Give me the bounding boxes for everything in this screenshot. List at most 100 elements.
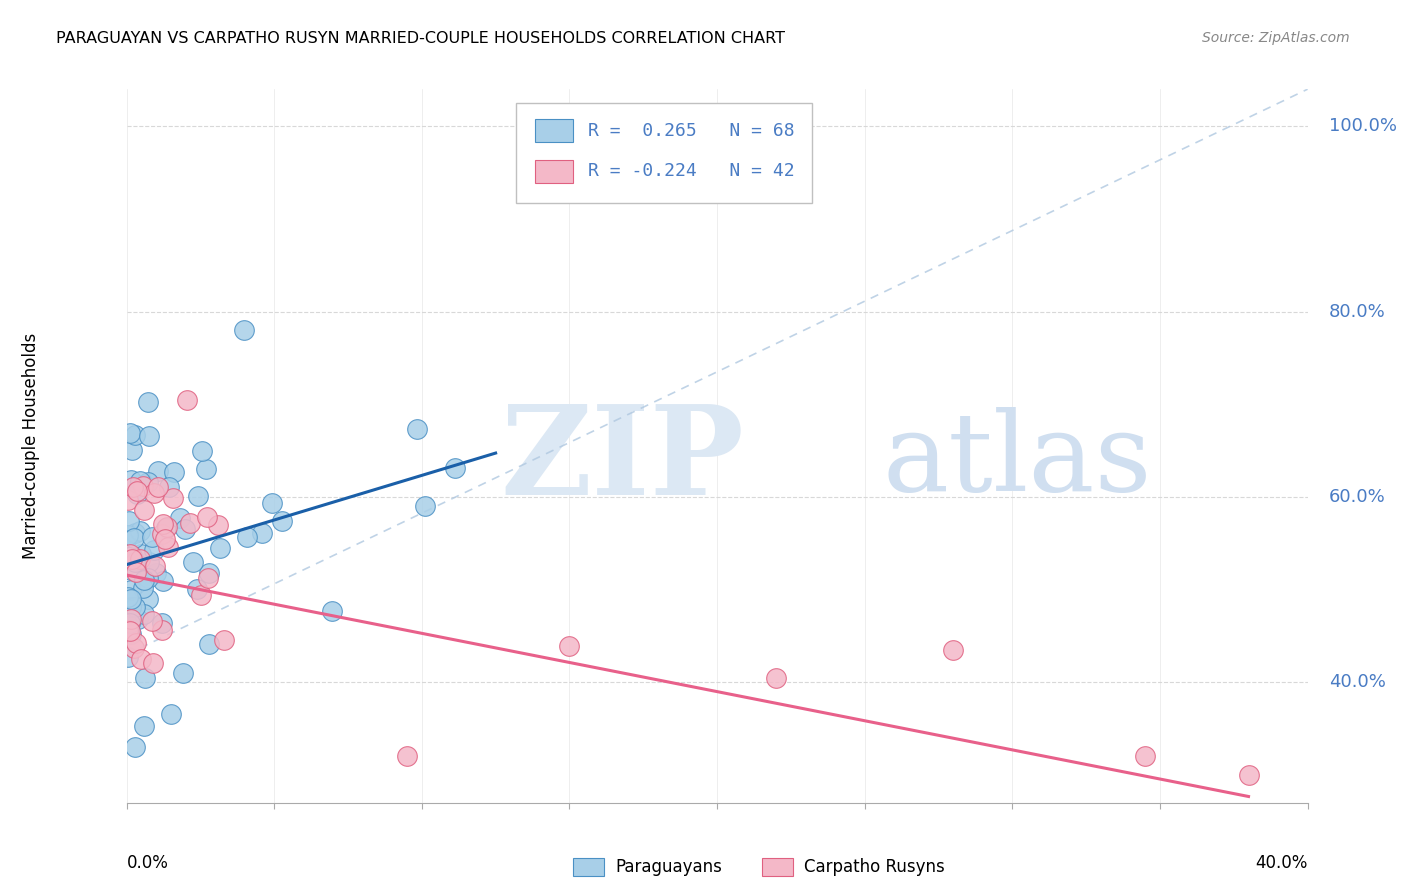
Text: Carpatho Rusyns: Carpatho Rusyns <box>804 858 945 876</box>
Point <box>198 566 221 580</box>
Point <box>413 499 436 513</box>
Point <box>120 599 142 614</box>
Point <box>153 532 176 546</box>
Text: 80.0%: 80.0% <box>1329 302 1385 320</box>
Point <box>145 566 167 580</box>
Point <box>444 460 467 475</box>
Point <box>162 491 184 505</box>
Point <box>765 671 787 685</box>
Text: PARAGUAYAN VS CARPATHO RUSYN MARRIED-COUPLE HOUSEHOLDS CORRELATION CHART: PARAGUAYAN VS CARPATHO RUSYN MARRIED-COU… <box>56 31 785 46</box>
Point <box>271 514 294 528</box>
Point <box>124 555 146 569</box>
Text: 60.0%: 60.0% <box>1329 488 1385 506</box>
Point <box>176 392 198 407</box>
Point <box>146 464 169 478</box>
Text: Married-couple Households: Married-couple Households <box>22 333 39 559</box>
Point <box>120 563 142 577</box>
Point <box>150 526 173 541</box>
Point <box>124 525 146 540</box>
Point <box>117 530 139 544</box>
Point <box>122 641 145 656</box>
Point <box>117 649 139 664</box>
Point <box>150 615 173 630</box>
Point <box>143 559 166 574</box>
Point <box>132 573 155 587</box>
FancyBboxPatch shape <box>762 858 793 876</box>
Point <box>159 706 181 721</box>
Text: ZIP: ZIP <box>501 400 744 521</box>
Point <box>1133 749 1156 764</box>
Text: Source: ZipAtlas.com: Source: ZipAtlas.com <box>1202 31 1350 45</box>
Point <box>120 426 142 441</box>
Point <box>152 574 174 588</box>
Text: Paraguayans: Paraguayans <box>616 858 723 876</box>
Point <box>121 549 143 563</box>
Text: 40.0%: 40.0% <box>1329 673 1385 691</box>
FancyBboxPatch shape <box>536 160 574 183</box>
Point <box>405 422 427 436</box>
Point <box>117 527 139 541</box>
Point <box>138 555 160 569</box>
Point <box>124 599 146 614</box>
Point <box>127 484 149 499</box>
Point <box>1237 768 1260 782</box>
Text: R = -0.224   N = 42: R = -0.224 N = 42 <box>588 162 794 180</box>
Point <box>136 395 159 409</box>
Point <box>129 474 152 488</box>
Point <box>129 547 152 561</box>
Point <box>136 571 159 585</box>
Point <box>195 510 218 524</box>
Point <box>191 443 214 458</box>
Point <box>118 547 141 561</box>
Point <box>236 531 259 545</box>
Point <box>117 493 139 508</box>
Point <box>233 323 256 337</box>
Point <box>141 530 163 544</box>
Point <box>120 612 142 626</box>
Point <box>124 740 146 755</box>
Text: atlas: atlas <box>883 407 1152 514</box>
Point <box>208 541 231 555</box>
Point <box>132 502 155 516</box>
Point <box>132 719 155 733</box>
Point <box>172 665 194 680</box>
Point <box>156 519 179 533</box>
Point <box>124 427 146 442</box>
Point <box>195 461 218 475</box>
Point <box>118 615 141 630</box>
Point <box>141 614 163 628</box>
Point <box>118 515 141 529</box>
Point <box>121 552 143 566</box>
Point <box>122 532 145 546</box>
Text: 100.0%: 100.0% <box>1329 117 1396 136</box>
Point <box>121 443 143 458</box>
Text: 0.0%: 0.0% <box>127 854 169 871</box>
Point <box>214 632 236 647</box>
Point <box>157 479 180 493</box>
Text: 40.0%: 40.0% <box>1256 854 1308 871</box>
Point <box>179 516 201 530</box>
Point <box>132 479 155 493</box>
Point <box>558 640 581 654</box>
Point <box>127 486 149 500</box>
Point <box>129 551 152 566</box>
Point <box>197 571 219 585</box>
Point <box>124 636 146 650</box>
Point <box>118 624 141 638</box>
Point <box>942 642 965 657</box>
Point <box>150 623 173 637</box>
Point <box>129 524 152 539</box>
Point <box>131 652 153 666</box>
Point <box>117 624 139 639</box>
Point <box>125 565 148 579</box>
Point <box>207 518 229 533</box>
Point <box>138 429 160 443</box>
FancyBboxPatch shape <box>516 103 811 203</box>
Point <box>148 480 170 494</box>
Point <box>186 582 208 596</box>
Point <box>181 555 204 569</box>
Point <box>321 604 343 618</box>
Point <box>260 496 283 510</box>
Point <box>117 591 139 605</box>
Point <box>169 511 191 525</box>
